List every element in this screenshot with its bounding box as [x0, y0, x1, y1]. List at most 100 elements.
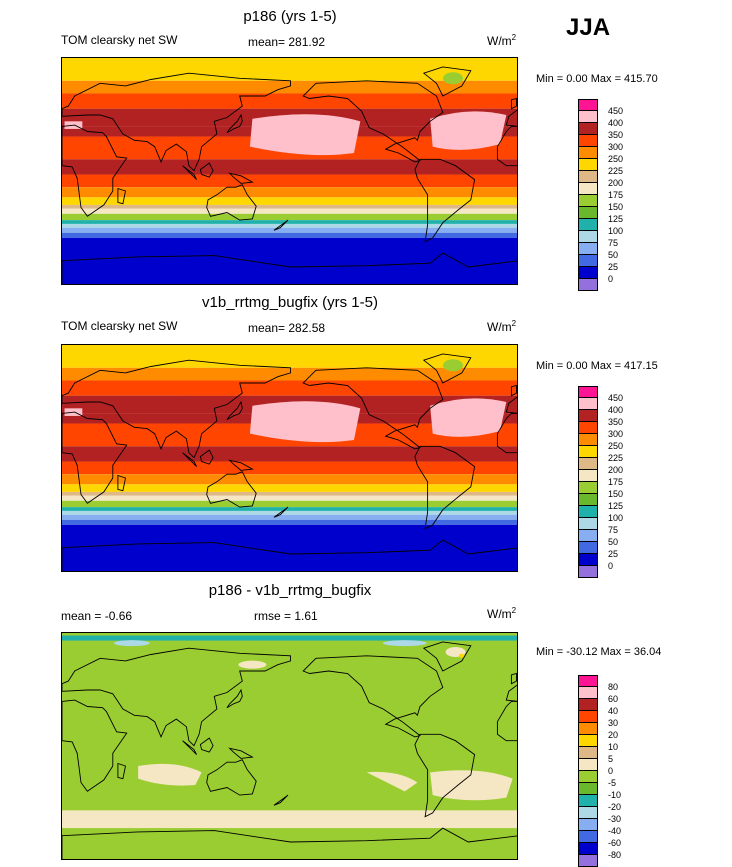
colorbar-tick-label: 450: [608, 106, 624, 116]
contour-band: [62, 80, 517, 94]
colorbar-swatch: [578, 542, 598, 554]
land-patch: [182, 96, 234, 109]
coastline: [414, 733, 476, 818]
panel-1-map: [61, 57, 518, 285]
colorbar-tick-label: -60: [608, 838, 622, 848]
colorbar-tick-label: 300: [608, 142, 624, 152]
colorbar-swatch: [578, 386, 598, 398]
land-patch: [366, 380, 399, 394]
colorbar-swatch: [578, 99, 598, 111]
coastline: [273, 506, 289, 518]
contour-band: [62, 474, 517, 485]
colorbar-swatch: [578, 219, 598, 231]
colorbar-tick-label: 60: [608, 694, 619, 704]
panel-1-minmax: Min = 0.00 Max = 415.70: [536, 73, 658, 85]
panel-2-minmax: Min = 0.00 Max = 417.15: [536, 360, 658, 372]
panel-3-colorbar: [578, 675, 598, 867]
pacific-high: [249, 114, 361, 156]
contour-band: [62, 524, 517, 571]
coastline: [496, 125, 517, 167]
contour-band: [62, 367, 517, 381]
atlantic-high: [430, 111, 507, 150]
contour-band: [62, 519, 517, 525]
colorbar-tick-label: -10: [608, 790, 622, 800]
contour-band: [62, 93, 517, 109]
land-patch: [182, 383, 234, 396]
contour-band: [62, 223, 517, 228]
panel-2-units: W/m2: [487, 319, 517, 334]
contour-band: [62, 461, 517, 475]
colorbar-swatch: [578, 458, 598, 470]
coastline: [199, 449, 214, 465]
season-label: JJA: [566, 14, 611, 41]
contour-band: [62, 500, 517, 508]
colorbar-swatch: [578, 819, 598, 831]
contour-band: [62, 810, 517, 829]
colorbar-swatch: [578, 207, 598, 219]
colorbar-swatch: [578, 111, 598, 123]
colorbar-swatch: [578, 159, 598, 171]
colorbar-tick-label: 0: [608, 561, 614, 571]
coastline: [182, 165, 198, 180]
colorbar-swatch: [578, 843, 598, 855]
colorbar-swatch: [578, 699, 598, 711]
contour-band: [62, 220, 517, 224]
panel-3-title: p186 - v1b_rrtmg_bugfix: [208, 582, 372, 599]
colorbar-tick-label: 40: [608, 706, 619, 716]
contour-band: [62, 187, 517, 198]
contour-band: [62, 495, 517, 501]
colorbar-tick-label: 250: [608, 441, 624, 451]
contour-band: [62, 484, 517, 492]
contour-band: [62, 635, 517, 641]
colorbar-tick-label: 0: [608, 274, 614, 284]
coastline: [226, 688, 243, 709]
coastline: [422, 641, 472, 672]
colorbar-swatch: [578, 231, 598, 243]
colorbar-swatch: [578, 831, 598, 843]
colorbar-tick-label: 400: [608, 118, 624, 128]
contour-band: [62, 227, 517, 233]
greenland-ice: [442, 359, 463, 372]
coastline: [226, 113, 243, 134]
coastline: [206, 471, 257, 508]
land-patch: [366, 93, 399, 107]
colorbar-tick-label: 75: [608, 525, 619, 535]
colorbar-swatch: [578, 147, 598, 159]
colorbar-tick-label: 350: [608, 417, 624, 427]
coastline: [206, 184, 257, 221]
arctic-patch: [382, 640, 427, 647]
panel-1-mean: mean= 281.92: [248, 35, 326, 49]
colorbar-swatch: [578, 470, 598, 482]
colorbar-tick-label: 225: [608, 166, 624, 176]
colorbar-swatch: [578, 723, 598, 735]
colorbar-swatch: [578, 183, 598, 195]
coastline: [510, 384, 517, 397]
coastline: [62, 359, 291, 459]
coastline: [422, 353, 472, 384]
contour-band: [62, 491, 517, 496]
atlantic-high: [430, 398, 507, 437]
colorbar-swatch: [578, 711, 598, 723]
contour-band: [62, 510, 517, 515]
panel-3-mean: mean = -0.66: [61, 609, 133, 623]
colorbar-swatch: [578, 398, 598, 410]
colorbar-tick-label: 200: [608, 465, 624, 475]
colorbar-tick-label: 80: [608, 682, 619, 692]
coastline: [505, 109, 517, 127]
colorbar-tick-label: 125: [608, 214, 624, 224]
colorbar-swatch: [578, 554, 598, 566]
colorbar-tick-label: -80: [608, 850, 622, 860]
coastline: [62, 827, 517, 859]
coastline: [228, 459, 254, 471]
colorbar-tick-label: 50: [608, 537, 619, 547]
colorbar-swatch: [578, 747, 598, 759]
coastline: [510, 672, 517, 685]
colorbar-swatch: [578, 410, 598, 422]
colorbar-tick-label: 400: [608, 405, 624, 415]
colorbar-tick-label: 175: [608, 190, 624, 200]
coastline: [302, 655, 444, 738]
colorbar-tick-label: -30: [608, 814, 622, 824]
contour-band: [62, 159, 517, 175]
colorbar-tick-label: -5: [608, 778, 617, 788]
coastline: [302, 80, 444, 163]
